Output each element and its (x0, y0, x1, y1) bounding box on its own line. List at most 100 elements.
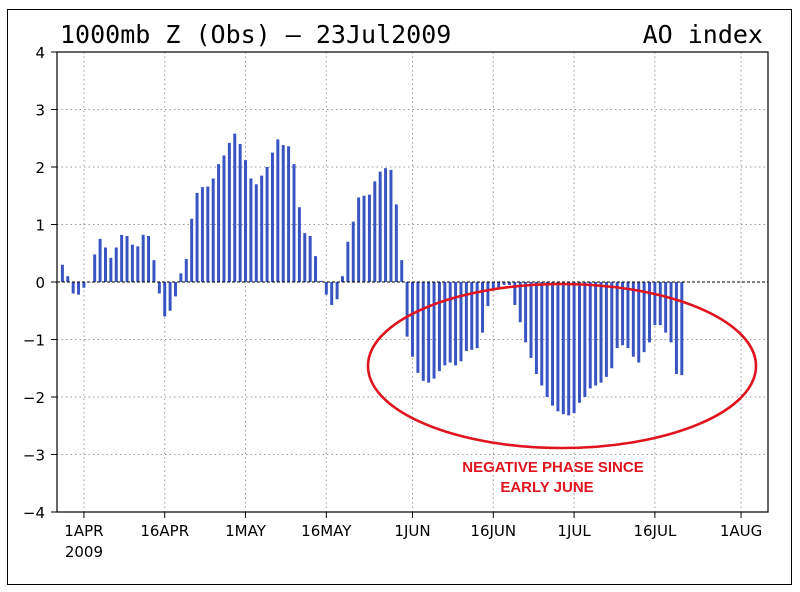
bar (157, 282, 161, 294)
bar (507, 282, 511, 285)
bar (260, 175, 264, 283)
bar (497, 282, 501, 288)
bar (190, 218, 194, 282)
bar (648, 282, 651, 343)
bar (610, 282, 614, 369)
bar (233, 133, 237, 282)
y-tick-label: 2 (35, 159, 45, 177)
bar (486, 282, 490, 307)
bar (513, 282, 517, 305)
bar (540, 282, 544, 386)
bar (125, 236, 129, 282)
y-tick-label: −4 (23, 504, 45, 522)
bar (93, 254, 97, 282)
bar (265, 167, 269, 282)
bar (163, 282, 167, 317)
bar (578, 282, 581, 403)
bar (152, 260, 156, 282)
bar (244, 160, 247, 282)
bar (319, 280, 323, 282)
bar (437, 282, 441, 372)
bar (432, 282, 436, 379)
bar (330, 282, 334, 305)
bar (222, 155, 226, 282)
x-tick-label: 1JUN (394, 522, 430, 540)
bar (421, 282, 425, 381)
bar (200, 187, 204, 283)
bar (351, 221, 355, 283)
bar (481, 282, 484, 333)
bar (524, 282, 528, 343)
bar (66, 276, 70, 282)
bar (136, 246, 140, 282)
bar (405, 282, 409, 337)
negative-phase-ellipse (366, 282, 758, 450)
y-axis-ticks: 4 3 2 1 0 −1 −2 −3 −4 (23, 44, 57, 522)
bar (416, 282, 420, 373)
outer-border (7, 9, 792, 585)
bar (637, 282, 641, 363)
bar (308, 236, 312, 282)
bar (529, 282, 533, 358)
y-tick-label: −3 (23, 447, 45, 465)
y-tick-label: 1 (35, 217, 45, 235)
bar (475, 282, 479, 349)
y-tick-label: −1 (23, 332, 45, 350)
bar (567, 282, 571, 416)
bar (572, 282, 576, 414)
chart-title: 1000mb Z (Obs) – 23Jul2009 (60, 20, 451, 49)
bar (238, 144, 242, 282)
bar (470, 282, 474, 350)
bar (211, 178, 215, 282)
x-tick-label: 1JUL (557, 522, 591, 540)
bar (615, 282, 619, 349)
bar (98, 238, 102, 283)
bar-series (60, 133, 684, 416)
bar (459, 282, 463, 362)
bar (141, 234, 145, 282)
bar (179, 273, 183, 283)
bar (60, 264, 64, 282)
x-tick-label: 16APR (140, 522, 189, 540)
x-tick-label: 16JUN (470, 522, 516, 540)
x-tick-sublabel: 2009 (65, 543, 103, 561)
bar (270, 152, 274, 283)
bar (583, 282, 587, 397)
bar (502, 282, 506, 285)
bar (551, 282, 555, 406)
bar (217, 164, 221, 283)
bar (394, 204, 398, 283)
x-tick-label: 16MAY (301, 522, 352, 540)
bar (389, 169, 393, 283)
bar (77, 282, 81, 295)
bar (168, 282, 172, 311)
bar (599, 282, 603, 383)
bar (71, 282, 75, 294)
bar (669, 282, 673, 343)
bar (658, 282, 662, 326)
x-tick-label: 1APR (64, 522, 103, 540)
bar (249, 178, 253, 282)
bar (130, 244, 134, 283)
bar (680, 282, 684, 376)
bar (292, 164, 296, 283)
bar (674, 282, 678, 374)
annotation-line-2: EARLY JUNE (500, 479, 593, 496)
bar (357, 197, 361, 282)
bar (184, 259, 188, 282)
bar (427, 282, 431, 383)
bar (518, 282, 522, 323)
bar (341, 276, 344, 282)
bar (254, 184, 258, 282)
bar (411, 282, 414, 357)
bar (454, 282, 458, 366)
bar (642, 282, 646, 353)
bar (561, 282, 565, 415)
bar (227, 142, 231, 282)
bar (664, 282, 668, 333)
bar (109, 257, 113, 282)
bar (594, 282, 598, 386)
bar (534, 282, 538, 374)
